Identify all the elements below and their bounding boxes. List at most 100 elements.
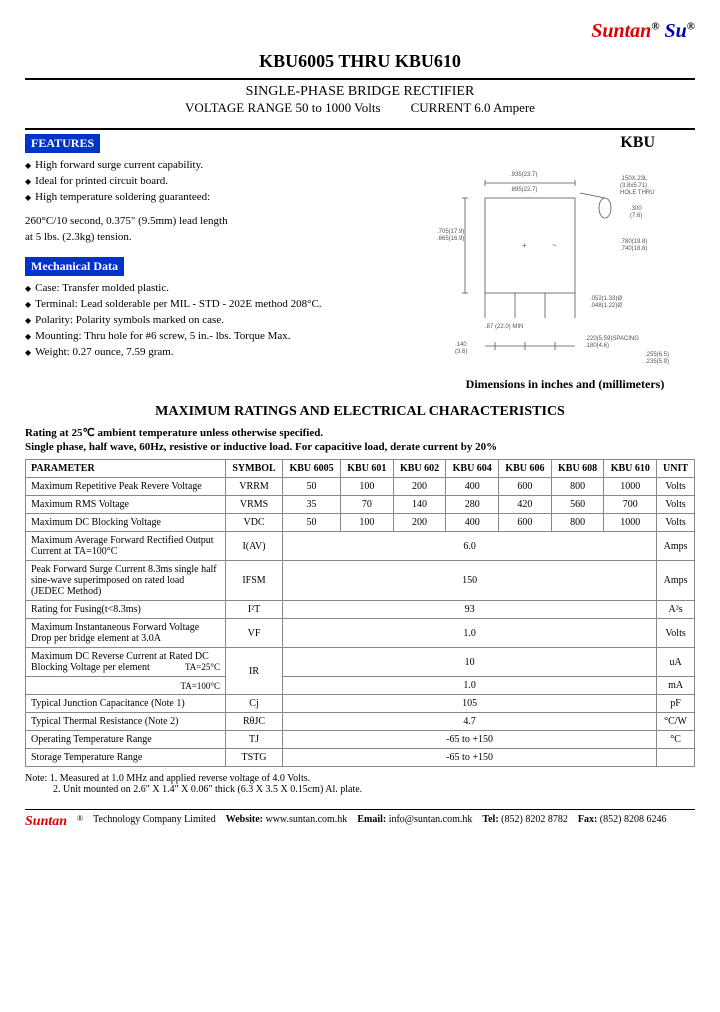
mech-item: Terminal: Lead solderable per MIL - STD … <box>25 298 425 310</box>
value-cell: 6.0 <box>283 532 657 561</box>
mech-item: Mounting: Thru hole for #6 screw, 5 in.-… <box>25 330 425 342</box>
table-row: Typical Thermal Resistance (Note 2)RθJC4… <box>26 713 695 731</box>
col-unit: UNIT <box>657 460 695 478</box>
param-cell: Maximum Repetitive Peak Revere Voltage <box>26 478 226 496</box>
features-heading: FEATURES <box>25 134 100 153</box>
value-cell: 100 <box>341 514 394 532</box>
unit-cell: °C/W <box>657 713 695 731</box>
package-diagram: .935(23.7) .895(22.7) .150X.23L (3.8x5.7… <box>435 158 695 368</box>
note-2: 2. Unit mounted on 2.6" X 1.4" X 0.06" t… <box>25 784 695 795</box>
symbol-cell: IR <box>226 648 283 695</box>
col-kbu604: KBU 604 <box>446 460 499 478</box>
table-row: Peak Forward Surge Current 8.3ms single … <box>26 561 695 601</box>
table-row: Maximum RMS VoltageVRMS35701402804205607… <box>26 496 695 514</box>
table-row: Maximum DC Reverse Current at Rated DC B… <box>26 648 695 677</box>
table-row: Storage Temperature RangeTSTG-65 to +150 <box>26 749 695 767</box>
unit-cell: mA <box>657 677 695 695</box>
footer-website: www.suntan.com.hk <box>265 814 347 825</box>
feature-item: Ideal for printed circuit board. <box>25 175 425 187</box>
table-row: Operating Temperature RangeTJ-65 to +150… <box>26 731 695 749</box>
value-cell: 560 <box>551 496 604 514</box>
package-label: KBU <box>435 134 695 152</box>
symbol-cell: IFSM <box>226 561 283 601</box>
param-cell: Maximum DC Blocking Voltage <box>26 514 226 532</box>
value-cell: 280 <box>446 496 499 514</box>
value-cell: 200 <box>393 514 446 532</box>
table-row: Maximum Instantaneous Forward Voltage Dr… <box>26 619 695 648</box>
dim-label: .255(6.5) <box>645 352 669 358</box>
footer-fax: (852) 8208 6246 <box>600 814 667 825</box>
value-cell: 93 <box>283 601 657 619</box>
dim-label: .150X.23L <box>620 176 648 182</box>
value-cell: 35 <box>283 496 341 514</box>
dim-label: HOLE THRU <box>620 190 655 196</box>
symbol-cell: I(AV) <box>226 532 283 561</box>
table-row: TA=100°C 1.0mA <box>26 677 695 695</box>
dim-label: .740(18.8) <box>620 246 647 252</box>
ratings-table: PARAMETER SYMBOL KBU 6005 KBU 601 KBU 60… <box>25 459 695 767</box>
unit-cell: Volts <box>657 478 695 496</box>
param-cell: Maximum RMS Voltage <box>26 496 226 514</box>
unit-cell: pF <box>657 695 695 713</box>
dim-label: .235(5.9) <box>645 359 669 365</box>
dim-label: .665(16.9) <box>437 236 464 242</box>
dim-label: .052(1.33)Ø <box>590 296 622 302</box>
symbol-cell: RθJC <box>226 713 283 731</box>
footer-website-label: Website: <box>226 814 263 825</box>
footer-logo: Suntan <box>25 814 67 830</box>
param-cell: Operating Temperature Range <box>26 731 226 749</box>
param-cell: Typical Thermal Resistance (Note 2) <box>26 713 226 731</box>
symbol-cell: VRRM <box>226 478 283 496</box>
current-spec: CURRENT 6.0 Ampere <box>411 100 535 115</box>
unit-cell <box>657 749 695 767</box>
dim-label: .140 <box>455 342 467 348</box>
rating-condition-1: Rating at 25℃ ambient temperature unless… <box>25 426 695 439</box>
symbol-cell: VRMS <box>226 496 283 514</box>
value-cell: -65 to +150 <box>283 749 657 767</box>
dim-label: (3.6) <box>455 349 467 355</box>
footer-email: info@suntan.com.hk <box>389 814 473 825</box>
dim-label: .780(19.8) <box>620 239 647 245</box>
subtitle-type: SINGLE-PHASE BRIDGE RECTIFIER <box>25 84 695 100</box>
symbol-cell: TJ <box>226 731 283 749</box>
param-cell: Rating for Fusing(t<8.3ms) <box>26 601 226 619</box>
value-cell: 70 <box>341 496 394 514</box>
cond-cell: TA=100°C <box>26 677 226 695</box>
dim-label: (3.8x5.71) <box>620 183 647 189</box>
dimensions-caption: Dimensions in inches and (millimeters) <box>435 377 695 392</box>
unit-cell: Volts <box>657 496 695 514</box>
feature-extra: 260°C/10 second, 0.375" (9.5mm) lead len… <box>25 215 425 227</box>
mech-item: Weight: 0.27 ounce, 7.59 gram. <box>25 346 425 358</box>
value-cell: 50 <box>283 478 341 496</box>
value-cell: 1.0 <box>283 677 657 695</box>
value-cell: 4.7 <box>283 713 657 731</box>
footer-email-label: Email: <box>357 814 386 825</box>
symbol-cell: VDC <box>226 514 283 532</box>
value-cell: 10 <box>283 648 657 677</box>
symbol-cell: VF <box>226 619 283 648</box>
value-cell: 420 <box>499 496 552 514</box>
param-cell: Peak Forward Surge Current 8.3ms single … <box>26 561 226 601</box>
value-cell: 50 <box>283 514 341 532</box>
unit-cell: Volts <box>657 514 695 532</box>
page-title: KBU6005 THRU KBU610 <box>25 51 695 72</box>
dim-label: (7.6) <box>630 213 642 219</box>
polarity-plus: + <box>522 241 527 250</box>
col-kbu610: KBU 610 <box>604 460 657 478</box>
voltage-range: VOLTAGE RANGE 50 to 1000 Volts <box>185 100 381 115</box>
value-cell: 400 <box>446 514 499 532</box>
param-cell: Maximum Average Forward Rectified Output… <box>26 532 226 561</box>
dim-label: .895(22.7) <box>510 187 537 193</box>
rating-condition-2: Single phase, half wave, 60Hz, resistive… <box>25 441 695 453</box>
logo-text-red: Suntan <box>591 20 651 42</box>
divider-top <box>25 78 695 80</box>
value-cell: 100 <box>341 478 394 496</box>
logo-reg: ® <box>651 20 659 32</box>
divider-bottom <box>25 128 695 130</box>
dim-label: .300 <box>630 206 642 212</box>
unit-cell: Amps <box>657 561 695 601</box>
value-cell: 1.0 <box>283 619 657 648</box>
unit-cell: Volts <box>657 619 695 648</box>
param-cell: Typical Junction Capacitance (Note 1) <box>26 695 226 713</box>
col-kbu602: KBU 602 <box>393 460 446 478</box>
